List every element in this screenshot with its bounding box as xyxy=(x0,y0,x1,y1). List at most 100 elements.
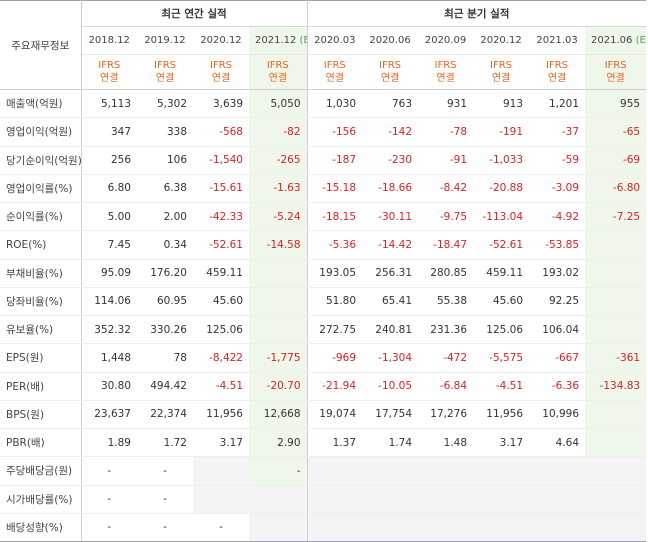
consolidated-text: 연결 xyxy=(100,73,119,84)
annual-value-cell: -1,775 xyxy=(249,343,308,373)
annual-value-cell: 5,302 xyxy=(137,89,193,119)
annual-period-header: 2020.12 xyxy=(193,26,249,55)
quarter-value-cell: -53.85 xyxy=(529,230,586,260)
ifrs-text: IFRS xyxy=(266,60,289,71)
quarter-value-cell: -20.88 xyxy=(473,173,530,204)
annual-value-cell xyxy=(249,287,308,317)
annual-value-cell: - xyxy=(137,456,193,486)
quarter-value-cell: -142 xyxy=(362,117,419,147)
annual-value-cell: 60.95 xyxy=(137,287,193,317)
row-label: 유보율(%) xyxy=(0,315,82,345)
annual-value-cell: -82 xyxy=(249,117,308,147)
ifrs-text: IFRS xyxy=(98,60,121,71)
consolidated-text: 연결 xyxy=(436,73,455,84)
annual-value-cell: 330.26 xyxy=(137,315,193,345)
annual-value-cell: - xyxy=(81,513,137,542)
table-row: 주당배당금(원) - - - xyxy=(0,456,647,486)
table-row: 부채비율(%) 95.09 176.20 459.11 193.05 256.31 280.… xyxy=(0,258,647,288)
table-row: EPS(원) 1,448 78 -8,422 -1,775 -969 -1,304 -472-… xyxy=(0,343,647,373)
annual-value-cell: -20.70 xyxy=(249,372,308,401)
annual-value-cell: - xyxy=(193,513,249,542)
quarter-value-cell: -7.25 xyxy=(585,202,647,232)
quarter-value-cell: -14.42 xyxy=(362,230,419,260)
row-label: EPS(원) xyxy=(0,343,82,373)
quarter-value-cell: -230 xyxy=(362,146,419,175)
period-label: 2020.12 xyxy=(200,35,242,46)
quarter-value-cell xyxy=(307,456,363,486)
quarter-value-cell xyxy=(362,456,419,486)
quarter-value-cell: 1.48 xyxy=(418,428,474,458)
quarter-value-cell xyxy=(418,456,474,486)
ifrs-consolidated-label: IFRS 연결 xyxy=(137,54,193,90)
quarter-value-cell: 913 xyxy=(473,89,530,119)
quarter-value-cell: 763 xyxy=(362,89,419,119)
quarter-value-cell: 11,956 xyxy=(473,400,530,430)
quarter-value-cell: 125.06 xyxy=(473,315,530,345)
quarter-value-cell: -4.51 xyxy=(473,372,530,401)
period-label: 2018.12 xyxy=(88,35,130,46)
ifrs-consolidated-label: IFRS 연결 xyxy=(418,54,474,90)
quarter-value-cell xyxy=(529,485,586,514)
annual-value-cell: 5,113 xyxy=(81,89,137,119)
quarter-value-cell xyxy=(362,485,419,514)
quarter-value-cell: 1,030 xyxy=(307,89,363,119)
quarter-value-cell: 17,276 xyxy=(418,400,474,430)
quarter-value-cell: -1,033 xyxy=(473,146,530,175)
annual-value-cell: 11,956 xyxy=(193,400,249,430)
quarter-value-cell xyxy=(362,513,419,542)
quarter-value-cell: 459.11 xyxy=(473,258,530,288)
ifrs-consolidated-label: IFRS 연결 xyxy=(81,54,137,90)
quarter-value-cell xyxy=(585,400,647,430)
ifrs-text: IFRS xyxy=(323,60,346,71)
row-label: PER(배) xyxy=(0,372,82,401)
annual-value-cell: 459.11 xyxy=(193,258,249,288)
annual-value-cell: 3.17 xyxy=(193,428,249,458)
quarter-value-cell: 45.60 xyxy=(473,287,530,317)
ifrs-text: IFRS xyxy=(210,60,232,71)
consolidated-text: 연결 xyxy=(268,73,287,84)
annual-value-cell: 5,050 xyxy=(249,89,308,119)
quarter-value-cell: 1,201 xyxy=(529,89,586,119)
quarter-value-cell: -191 xyxy=(473,117,530,147)
ifrs-consolidated-label: IFRS 연결 xyxy=(362,54,419,90)
row-label: 매출액(억원) xyxy=(0,89,82,119)
annual-value-cell: 5.00 xyxy=(81,202,137,232)
quarter-value-cell: 19,074 xyxy=(307,400,363,430)
quarter-value-cell: 955 xyxy=(585,89,647,119)
row-label: 영업이익(억원) xyxy=(0,117,82,147)
ifrs-text: IFRS xyxy=(434,60,457,71)
consolidated-text: 연결 xyxy=(491,73,511,84)
annual-value-cell: 352.32 xyxy=(81,315,137,345)
annual-value-cell: 22,374 xyxy=(137,400,193,430)
quarter-group-header: 최근 분기 실적 xyxy=(307,0,647,27)
quarter-value-cell: 1.37 xyxy=(307,428,363,458)
period-label: 2021.03 xyxy=(536,35,578,46)
annual-value-cell: 125.06 xyxy=(193,315,249,345)
annual-value-cell: 176.20 xyxy=(137,258,193,288)
quarter-value-cell: -78 xyxy=(418,117,474,147)
annual-value-cell: -14.58 xyxy=(249,230,308,260)
annual-value-cell: - xyxy=(81,456,137,486)
quarter-value-cell: 55.38 xyxy=(418,287,474,317)
row-label: 영업이익률(%) xyxy=(0,173,82,204)
corner-label: 주요재무정보 xyxy=(0,0,82,90)
quarter-value-cell: -3.09 xyxy=(529,173,586,204)
annual-value-cell xyxy=(249,315,308,345)
quarter-period-header: 2020.06 xyxy=(362,26,419,55)
row-label: 주당배당금(원) xyxy=(0,456,82,486)
quarter-value-cell: -18.47 xyxy=(418,230,474,260)
quarter-value-cell: -4.92 xyxy=(529,202,586,232)
quarter-value-cell: 272.75 xyxy=(307,315,363,345)
table-row: PER(배) 30.80 494.42 -4.51 -20.70 -21.94 -10.05… xyxy=(0,372,647,401)
consolidated-text: 연결 xyxy=(325,73,344,84)
annual-value-cell xyxy=(193,456,249,486)
annual-value-cell: 494.42 xyxy=(137,372,193,401)
quarter-value-cell: -113.04 xyxy=(473,202,530,232)
row-label: ROE(%) xyxy=(0,230,82,260)
ifrs-text: IFRS xyxy=(379,60,402,71)
quarter-value-cell: -969 xyxy=(307,343,363,373)
ifrs-text: IFRS xyxy=(546,60,569,71)
annual-value-cell: -1.63 xyxy=(249,173,308,204)
quarter-value-cell xyxy=(473,456,530,486)
